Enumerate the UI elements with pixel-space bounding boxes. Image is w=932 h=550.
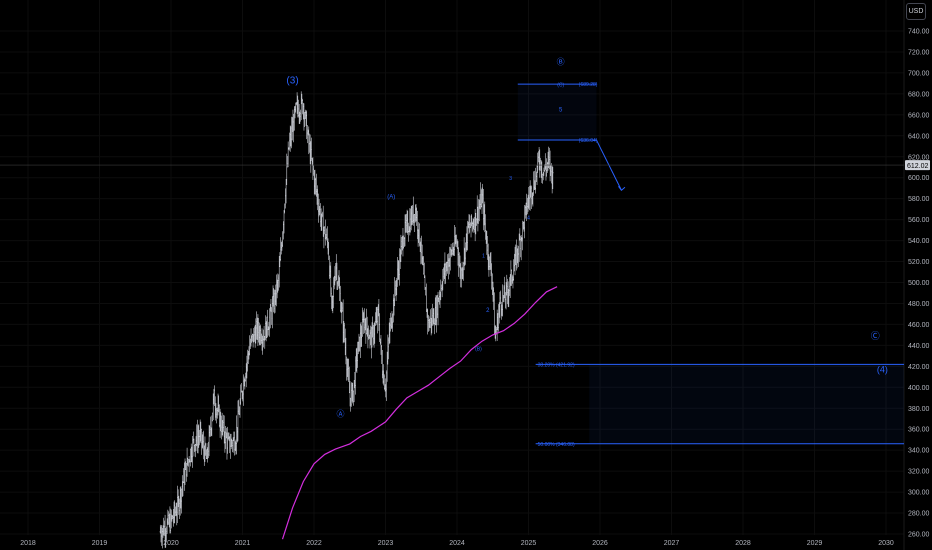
grid xyxy=(0,0,905,550)
fib-label-50: 50.00% (346.08) xyxy=(538,442,575,448)
wave-label: (3) xyxy=(286,75,298,86)
wave-label: (C) xyxy=(557,83,564,89)
y-tick-label: 300.00 xyxy=(908,490,930,497)
currency-button[interactable]: USD xyxy=(906,3,926,20)
y-tick-label: 460.00 xyxy=(908,322,930,329)
wave-label: (4) xyxy=(877,365,888,375)
y-tick-label: 700.00 xyxy=(908,70,930,77)
projection-arrow-head xyxy=(618,185,626,192)
wave-label: Ⓑ xyxy=(557,58,565,67)
y-tick-label: 740.00 xyxy=(908,29,930,36)
y-tick-label: 640.00 xyxy=(908,133,930,140)
y-tick-label: 480.00 xyxy=(908,301,930,308)
y-tick-label: 520.00 xyxy=(908,259,930,266)
wave-label: (B) xyxy=(475,347,482,353)
y-tick-label: 340.00 xyxy=(908,448,930,455)
price-axis[interactable]: 260.00 280.00 300.00 320.00 340.00 360.00 380.… xyxy=(908,29,930,539)
y-tick-label: 560.00 xyxy=(908,217,930,224)
wave-label: 3 xyxy=(509,176,512,182)
x-tick-label: 2027 xyxy=(664,540,680,547)
last-price-marker: 612.02 xyxy=(0,160,930,171)
x-tick-label: 2030 xyxy=(878,540,894,547)
y-tick-label: 660.00 xyxy=(908,112,930,119)
x-tick-label: 2029 xyxy=(807,540,823,547)
x-tick-label: 2023 xyxy=(378,540,394,547)
x-tick-label: 2020 xyxy=(163,540,179,547)
wave-label: 5 xyxy=(559,108,563,114)
target-zone: (689.28) (636.04) xyxy=(517,82,626,192)
time-axis[interactable]: 2018 2019 2020 2021 2022 2023 2024 2025 2026 2027… xyxy=(20,540,894,547)
y-tick-label: 500.00 xyxy=(908,280,930,287)
target-label-bottom: (636.04) xyxy=(579,138,598,144)
fibonacci-zone: 38.20% (421.92) 50.00% (346.08) xyxy=(535,362,904,448)
target-zone-fill xyxy=(517,84,597,140)
fib-label-38: 38.20% (421.92) xyxy=(538,362,575,368)
moving-average-line xyxy=(281,286,558,540)
x-tick-label: 2028 xyxy=(735,540,751,547)
ma-path xyxy=(281,286,558,540)
y-tick-label: 420.00 xyxy=(908,364,930,371)
x-tick-label: 2024 xyxy=(449,540,465,547)
y-tick-label: 380.00 xyxy=(908,406,930,413)
wave-labels: (3) Ⓐ (A) (B) 1 2 3 4 Ⓑ (C) 5 Ⓒ (4) xyxy=(286,58,887,419)
y-tick-label: 720.00 xyxy=(908,49,930,56)
x-tick-label: 2021 xyxy=(235,540,251,547)
wave-label: 2 xyxy=(486,308,490,314)
y-tick-label: 260.00 xyxy=(908,532,930,539)
x-tick-label: 2026 xyxy=(592,540,608,547)
last-price-badge xyxy=(905,160,930,171)
y-tick-label: 440.00 xyxy=(908,343,930,350)
wave-label: Ⓐ xyxy=(336,410,344,419)
x-tick-label: 2018 xyxy=(20,540,36,547)
x-tick-label: 2022 xyxy=(306,540,322,547)
wave-label: Ⓒ xyxy=(871,331,880,341)
x-tick-label: 2019 xyxy=(92,540,108,547)
y-tick-label: 540.00 xyxy=(908,238,930,245)
y-tick-label: 580.00 xyxy=(908,196,930,203)
y-tick-label: 600.00 xyxy=(908,175,930,182)
y-tick-label: 620.00 xyxy=(908,154,930,161)
target-label-top: (689.28) xyxy=(579,82,598,88)
y-tick-label: 680.00 xyxy=(908,91,930,98)
wave-label: 4 xyxy=(527,216,530,222)
last-price-text: 612.02 xyxy=(907,163,929,170)
y-tick-label: 320.00 xyxy=(908,469,930,476)
y-tick-label: 360.00 xyxy=(908,427,930,434)
fib-zone-fill xyxy=(589,364,904,444)
y-tick-label: 280.00 xyxy=(908,511,930,518)
price-series xyxy=(159,91,554,549)
y-tick-label: 400.00 xyxy=(908,385,930,392)
wave-label: 1 xyxy=(482,253,485,259)
wave-label: (A) xyxy=(387,195,395,201)
x-tick-label: 2025 xyxy=(521,540,537,547)
